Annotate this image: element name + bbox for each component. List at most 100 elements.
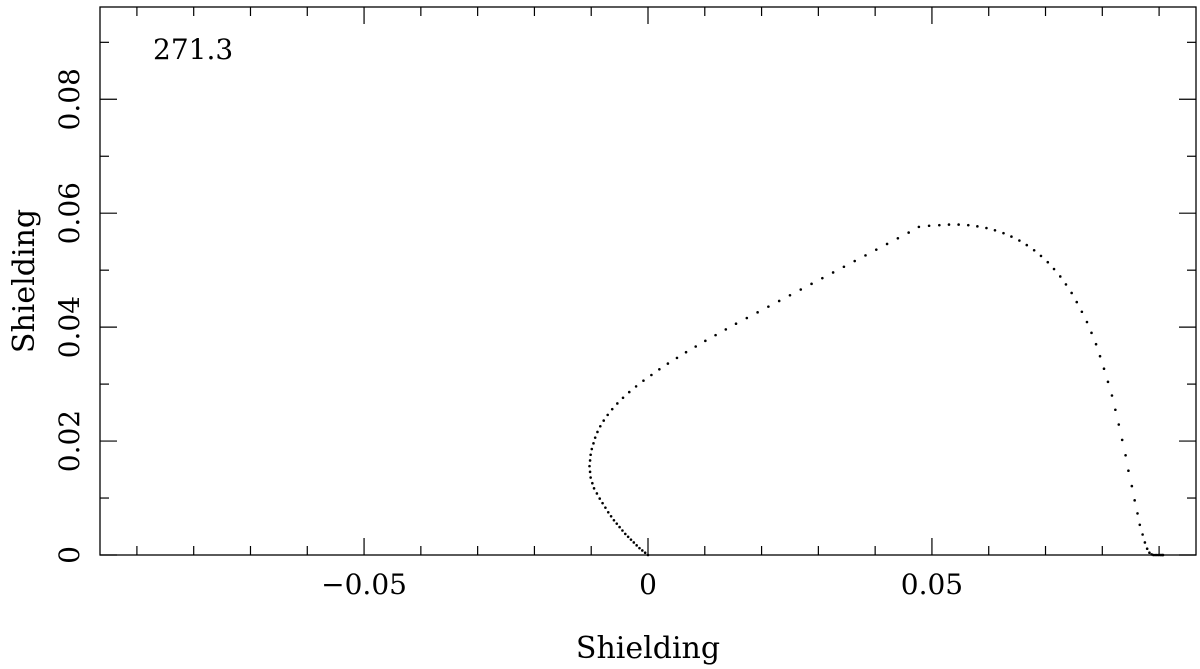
data-point (821, 276, 824, 280)
data-point (601, 501, 604, 505)
data-point (592, 442, 595, 445)
data-point (595, 492, 599, 495)
data-point (874, 248, 878, 251)
data-point (616, 402, 619, 405)
data-point (1117, 423, 1121, 426)
data-point (592, 487, 596, 490)
data-point (1136, 512, 1139, 515)
data-point (1124, 454, 1127, 457)
data-point (1143, 541, 1147, 544)
x-tick-label: 0 (639, 568, 657, 601)
data-point (734, 322, 738, 326)
data-point (598, 424, 602, 428)
data-point (635, 544, 638, 547)
data-point (756, 311, 759, 314)
data-point (1090, 331, 1093, 335)
data-point (675, 356, 679, 360)
ticks (100, 7, 1196, 556)
data-point (810, 282, 813, 286)
data-point (1114, 408, 1117, 412)
y-tick-label: 0 (53, 546, 86, 564)
data-point (1039, 254, 1043, 258)
data-point (788, 293, 792, 297)
data-point (694, 345, 698, 348)
x-tick-label: 0.05 (901, 568, 963, 601)
data-point (957, 223, 960, 226)
data-point (714, 333, 717, 337)
data-point (724, 328, 728, 331)
x-tick-label: −0.05 (321, 568, 407, 601)
data-point (993, 229, 997, 232)
data-point (588, 470, 592, 474)
data-point (1106, 380, 1110, 384)
data-point (1127, 469, 1130, 472)
data-point (1075, 300, 1079, 304)
data-point (643, 551, 647, 555)
data-point (646, 553, 650, 557)
data-point (650, 373, 653, 377)
data-point (634, 385, 638, 388)
data-points (588, 223, 1165, 557)
data-point (590, 447, 594, 451)
data-point (1046, 260, 1050, 264)
plot-frame (99, 6, 1197, 556)
data-point (1102, 367, 1106, 371)
y-tick-label: 0.02 (53, 410, 86, 472)
data-point (589, 476, 592, 479)
data-point (591, 481, 594, 485)
y-tick-label: 0.04 (53, 296, 86, 358)
y-tick-label: 0.06 (53, 182, 86, 244)
data-point (593, 436, 597, 439)
data-point (1145, 547, 1149, 551)
data-point (615, 522, 619, 525)
data-point (666, 362, 670, 365)
data-point (927, 224, 931, 228)
data-point (642, 379, 645, 382)
data-point (777, 299, 781, 303)
data-point (1064, 283, 1068, 286)
x-tick-labels: −0.05 0 0.05 (321, 568, 963, 601)
data-point (1018, 239, 1021, 242)
data-point (704, 339, 707, 343)
data-point (885, 242, 889, 246)
data-point (1133, 499, 1136, 502)
y-tick-label: 0.08 (53, 68, 86, 130)
data-point (684, 350, 688, 354)
y-tick-labels: 0 0.02 0.04 0.06 0.08 (53, 68, 86, 564)
data-point (618, 525, 621, 529)
data-point (1141, 533, 1144, 536)
data-point (907, 231, 910, 234)
data-point (767, 305, 770, 308)
data-point (1052, 267, 1056, 271)
data-point (1094, 342, 1098, 346)
data-point (632, 541, 636, 544)
data-point (588, 459, 592, 462)
data-point (1138, 523, 1142, 527)
data-point (1120, 438, 1124, 442)
data-point (1080, 310, 1084, 314)
data-point (604, 506, 607, 510)
data-point (596, 430, 599, 434)
data-point (1161, 553, 1165, 557)
data-point (1085, 320, 1089, 324)
data-point (612, 518, 616, 522)
data-point (1130, 484, 1134, 488)
data-point (629, 538, 633, 541)
data-point (1058, 275, 1062, 278)
data-point (864, 254, 867, 257)
y-axis-title: Shielding (7, 209, 42, 353)
x-axis-title: Shielding (576, 631, 720, 666)
data-point (985, 226, 988, 230)
data-point (621, 396, 625, 400)
data-point (947, 223, 951, 226)
data-point (626, 535, 630, 539)
data-point (627, 390, 631, 394)
data-point (1032, 248, 1036, 252)
data-point (966, 223, 970, 227)
data-point (1110, 394, 1114, 397)
data-point (623, 532, 627, 536)
data-point (1148, 551, 1151, 555)
data-point (831, 271, 835, 274)
data-point (658, 367, 661, 371)
data-point (1098, 354, 1102, 358)
